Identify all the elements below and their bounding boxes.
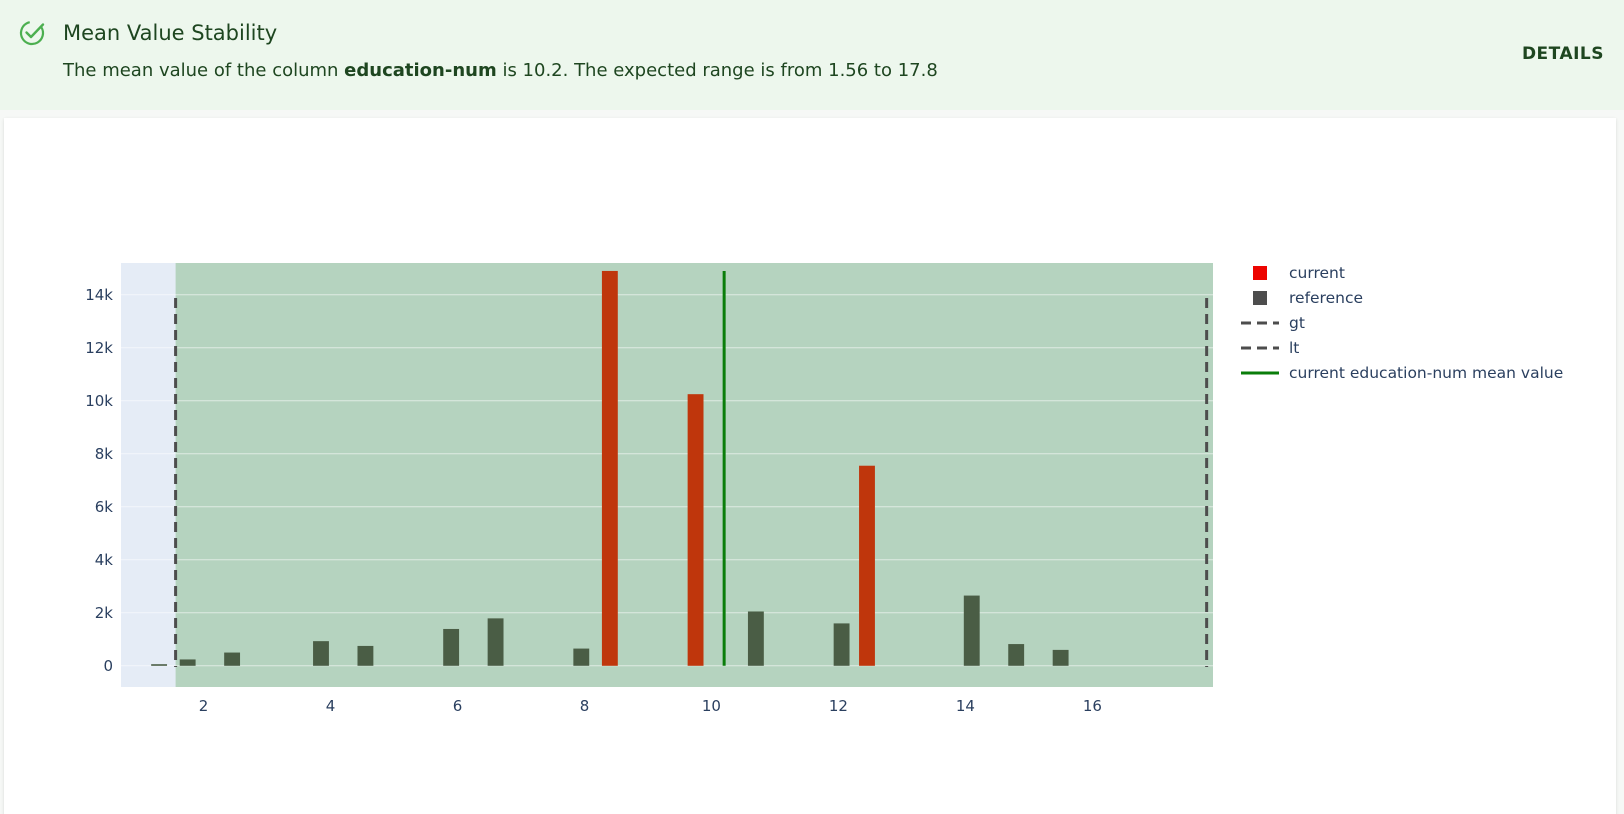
legend-swatch-reference bbox=[1253, 291, 1267, 305]
reference-bar bbox=[179, 659, 196, 666]
reference-bar bbox=[224, 652, 241, 666]
reference-bar bbox=[357, 645, 374, 666]
x-tick-label: 2 bbox=[199, 697, 209, 715]
reference-bar bbox=[443, 628, 460, 666]
reference-bar bbox=[747, 611, 764, 666]
reference-bar bbox=[573, 648, 590, 666]
reference-bar bbox=[151, 664, 168, 666]
y-tick-label: 2k bbox=[95, 604, 114, 622]
legend-label: current bbox=[1289, 264, 1345, 282]
x-tick-label: 6 bbox=[453, 697, 463, 715]
legend-label: current education-num mean value bbox=[1289, 364, 1563, 382]
x-tick-label: 4 bbox=[326, 697, 336, 715]
reference-bar bbox=[1052, 649, 1069, 666]
y-tick-label: 12k bbox=[85, 339, 113, 357]
reference-bar bbox=[313, 641, 329, 666]
x-tick-label: 14 bbox=[956, 697, 975, 715]
histogram-chart: 0 2k 4k 6k 8k 10k 12k 14k 2 4 6 8 10 12 14 16 current ref… bbox=[85, 263, 1563, 715]
y-tick-label: 8k bbox=[95, 445, 114, 463]
legend-swatch-current bbox=[1253, 266, 1267, 280]
current-bar bbox=[601, 270, 618, 666]
reference-bar bbox=[833, 623, 850, 666]
current-bar bbox=[859, 465, 875, 666]
legend-label: reference bbox=[1289, 289, 1363, 307]
reference-bar bbox=[1008, 644, 1025, 666]
current-bar bbox=[687, 394, 704, 666]
legend-label: gt bbox=[1289, 314, 1305, 332]
y-tick-label: 14k bbox=[85, 286, 113, 304]
y-tick-label: 10k bbox=[85, 392, 113, 410]
details-button[interactable]: DETAILS bbox=[1521, 44, 1604, 64]
y-tick-label: 0 bbox=[103, 657, 113, 675]
reference-bar bbox=[487, 618, 504, 666]
desc-suffix: is 10.2. The expected range is from 1.56… bbox=[496, 60, 938, 81]
column-name: education-num bbox=[344, 60, 497, 81]
reference-bar bbox=[963, 595, 980, 666]
y-tick-label: 6k bbox=[95, 498, 114, 516]
alert-title: Mean Value Stability bbox=[63, 21, 278, 45]
alert-description: The mean value of the column education-n… bbox=[63, 60, 938, 81]
test-result-alert: Mean Value Stability The mean value of t… bbox=[0, 0, 1624, 110]
desc-prefix: The mean value of the column bbox=[63, 60, 345, 81]
x-tick-label: 12 bbox=[829, 697, 848, 715]
x-tick-label: 16 bbox=[1083, 697, 1102, 715]
legend-label: lt bbox=[1289, 339, 1299, 357]
y-tick-label: 4k bbox=[95, 551, 114, 569]
x-tick-label: 8 bbox=[580, 697, 590, 715]
check-circle-icon bbox=[19, 20, 45, 46]
x-tick-label: 10 bbox=[702, 697, 721, 715]
legend: current reference gt lt current education-nu… bbox=[1241, 264, 1563, 382]
